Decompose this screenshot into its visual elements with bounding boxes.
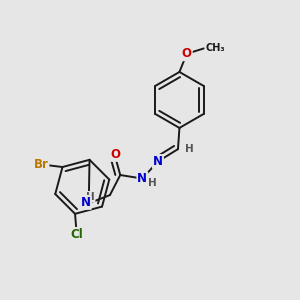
Text: N: N (81, 196, 91, 209)
Text: H: H (148, 178, 157, 188)
Text: Br: Br (34, 158, 48, 171)
Text: H: H (86, 192, 94, 202)
Text: O: O (182, 47, 192, 60)
Text: Cl: Cl (70, 228, 83, 241)
Text: CH₃: CH₃ (206, 44, 225, 53)
Text: N: N (153, 155, 163, 168)
Text: H: H (185, 144, 194, 154)
Text: O: O (110, 148, 120, 161)
Text: N: N (137, 172, 147, 185)
